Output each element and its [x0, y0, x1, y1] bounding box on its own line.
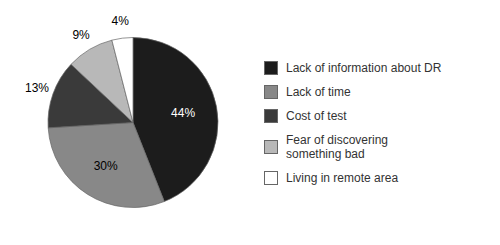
html-text:Living in remote area: Living in remote area	[286, 170, 399, 185]
svg-text:9%: 9%	[72, 28, 90, 42]
html-text:Cost of test: Cost of test	[286, 108, 347, 123]
html-text:Fear of discovering: Fear of discovering	[286, 132, 388, 147]
html-text:something bad: something bad	[286, 146, 365, 161]
svg-text:44%: 44%	[171, 106, 195, 120]
svg-text:30%: 30%	[94, 159, 118, 173]
html-text:Lack of information about DR: Lack of information about DR	[286, 60, 442, 75]
svg-text:13%: 13%	[25, 81, 49, 95]
html-text:Lack of time: Lack of time	[286, 84, 351, 99]
svg-text:4%: 4%	[112, 14, 130, 28]
